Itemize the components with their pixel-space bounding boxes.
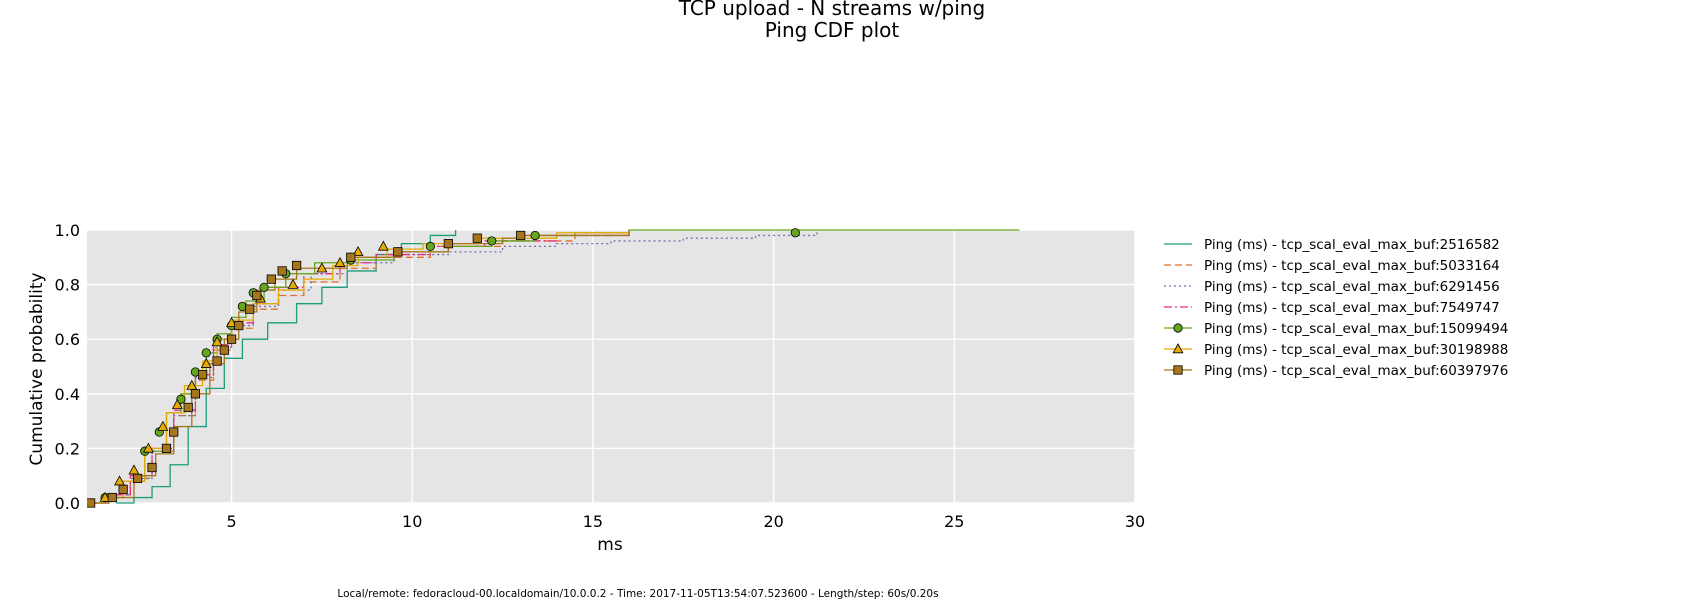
x-tick-label: 5 xyxy=(226,512,236,531)
plot-clip xyxy=(87,228,1020,508)
series-marker xyxy=(198,370,208,380)
series-marker xyxy=(287,278,299,289)
legend-entry: Ping (ms) - tcp_scal_eval_max_buf:629145… xyxy=(1204,279,1500,295)
series-marker xyxy=(212,356,222,366)
y-tick-label: 0.0 xyxy=(55,494,80,513)
series-marker xyxy=(472,233,482,243)
series-marker xyxy=(790,228,800,238)
series-marker xyxy=(291,260,302,271)
series-marker xyxy=(107,492,117,503)
y-axis-label: Cumulative probability xyxy=(27,272,47,465)
axis-ticks: 5 10 15 20 25 30 0.0 0.2 0.4 0.6 0.8 1.0 xyxy=(55,221,1146,531)
series-marker xyxy=(443,239,453,249)
legend-entry: Ping (ms) - tcp_scal_eval_max_buf:503316… xyxy=(1204,258,1500,274)
series-marker xyxy=(425,241,435,251)
series-marker xyxy=(1173,323,1183,333)
series-marker xyxy=(487,236,497,246)
plot-area xyxy=(87,230,1135,503)
series-marker xyxy=(226,316,238,328)
y-tick-label: 0.6 xyxy=(55,330,80,349)
series-line xyxy=(90,230,630,504)
x-axis-label: ms xyxy=(597,535,623,555)
legend-entry: Ping (ms) - tcp_scal_eval_max_buf:150994… xyxy=(1204,321,1508,337)
series-marker xyxy=(226,334,237,344)
legend-entry: Ping (ms) - tcp_scal_eval_max_buf:603979… xyxy=(1204,363,1508,379)
y-tick-label: 1.0 xyxy=(55,221,80,240)
series-marker xyxy=(266,274,276,284)
series-marker xyxy=(234,320,244,331)
series-marker xyxy=(219,345,229,355)
series-marker xyxy=(277,266,287,276)
x-tick-label: 30 xyxy=(1125,512,1145,531)
y-tick-label: 0.4 xyxy=(55,385,80,404)
x-tick-label: 15 xyxy=(583,512,603,531)
series-marker xyxy=(183,402,193,413)
legend-entry: Ping (ms) - tcp_scal_eval_max_buf:251658… xyxy=(1204,237,1500,253)
series-marker xyxy=(316,262,328,273)
series-marker xyxy=(87,498,96,508)
footer-info: Local/remote: fedoracloud-00.localdomain… xyxy=(337,588,938,600)
series-marker xyxy=(99,491,111,502)
series-marker xyxy=(200,357,212,368)
legend-entry: Ping (ms) - tcp_scal_eval_max_buf:301989… xyxy=(1204,342,1508,358)
series-marker xyxy=(157,420,169,431)
series-marker xyxy=(211,336,223,347)
series-marker xyxy=(132,473,143,484)
series-marker xyxy=(161,443,172,453)
chart-subtitle: Ping CDF plot xyxy=(765,18,900,42)
x-tick-label: 20 xyxy=(763,512,783,531)
series-marker xyxy=(393,247,403,257)
series-marker xyxy=(377,240,389,251)
series-marker xyxy=(334,256,346,267)
series-marker xyxy=(142,442,154,453)
series-marker xyxy=(1173,365,1183,375)
series-marker xyxy=(176,394,186,404)
series-marker xyxy=(352,246,364,257)
series-marker xyxy=(118,484,128,494)
series-marker xyxy=(346,252,356,262)
y-tick-label: 0.2 xyxy=(55,439,80,458)
chart-title: TCP upload - N streams w/ping xyxy=(678,0,985,20)
series-marker xyxy=(516,230,526,241)
x-tick-label: 10 xyxy=(402,512,422,531)
series-marker xyxy=(252,290,262,301)
series-marker xyxy=(245,304,255,314)
series-layer xyxy=(87,228,1020,508)
series-marker xyxy=(171,398,183,409)
series-marker xyxy=(147,462,157,473)
series-marker xyxy=(1172,343,1184,354)
series-marker xyxy=(201,348,211,358)
series-marker xyxy=(259,282,269,292)
y-tick-label: 0.8 xyxy=(55,276,80,295)
x-tick-label: 25 xyxy=(944,512,964,531)
series-marker xyxy=(190,389,201,399)
series-marker xyxy=(169,427,179,437)
series-marker xyxy=(530,230,540,241)
legend: Ping (ms) - tcp_scal_eval_max_buf:251658… xyxy=(1164,237,1508,379)
legend-entry: Ping (ms) - tcp_scal_eval_max_buf:754974… xyxy=(1204,300,1500,316)
